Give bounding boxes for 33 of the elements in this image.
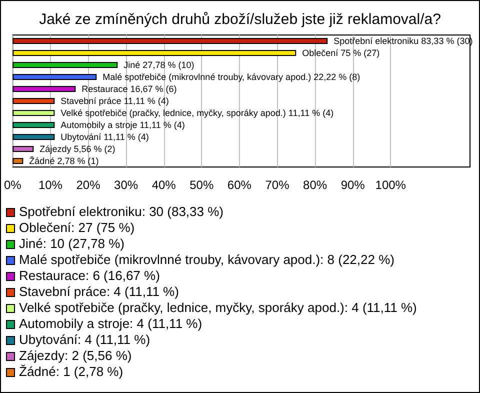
x-tick-label: 40% [152,178,176,192]
chart-title: Jaké ze zmíněných druhů zboží/služeb jste již reklamoval/a? [39,11,441,28]
text: Ubytování: 4 (11,11 %) [19,332,150,348]
text: Spotřební elektroniku: 30 (83,33 %) [19,204,224,220]
text: Oblečení: 27 (75 %) [19,220,135,236]
x-tick-label: 70% [265,178,290,192]
data-label: Žádné 2,78 % (1) [29,156,99,166]
x-tick-label: 60% [227,178,252,192]
x-tick-label: 50% [190,178,214,192]
x-tick-label: 90% [340,178,366,192]
data-label: Ubytování 11,11 % (4) [60,132,149,142]
text: Restaurace: 6 (16,67 %) [19,268,160,284]
x-tick-label: 10% [38,178,63,192]
data-label: Restaurace 16,67 % (6) [82,84,177,94]
x-tick-label: 30% [114,178,138,192]
text: Velké spotřebiče (pračky, lednice, myčky, sporáky apod.): 4 (11,11 %) [19,300,417,316]
text: Automobily a stroje: 4 (11,11 %) [19,316,202,332]
text: Zájezdy: 2 (5,56 %) [19,348,132,364]
text: Stavební práce: 4 (11,11 %) [19,284,179,300]
x-tick-label: 80% [303,178,328,192]
x-tick-label: 100% [375,178,406,192]
data-label: Automobily a stroje 11,11 % (4) [60,120,185,130]
x-tick-label: 0% [4,178,22,192]
text: Žádné: 1 (2,78 %) [19,364,124,380]
text: Malé spotřebiče (mikrovlnné trouby, kávovary apod.): 8 (22,22 %) [19,252,394,268]
data-label: Stavební práce 11,11 % (4) [60,96,169,106]
text: Jiné: 10 (27,78 %) [19,236,125,252]
data-label: Malé spotřebiče (mikrovlnné trouby, kávovary apod.) 22,22 % (8) [102,72,360,82]
data-label: Jiné 27,78 % (10) [124,60,194,70]
data-label: Velké spotřebiče (pračky, lednice, myčky, sporáky apod.) 11,11 % (4) [60,108,334,118]
x-tick-label: 20% [76,178,101,192]
data-label: Zájezdy 5,56 % (2) [40,144,116,154]
data-label: Oblečení 75 % (27) [302,48,380,58]
